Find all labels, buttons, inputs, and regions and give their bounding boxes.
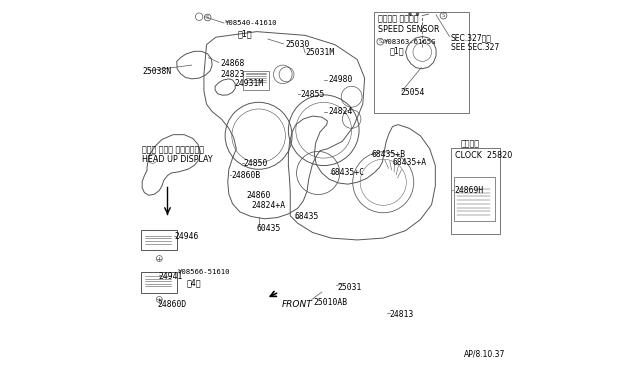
Text: 68435+A: 68435+A <box>392 158 427 167</box>
Text: 25030: 25030 <box>285 40 309 49</box>
Text: HEAD UP DISPLAY: HEAD UP DISPLAY <box>142 155 213 164</box>
Text: S: S <box>378 39 382 44</box>
Text: ¥08566-51610: ¥08566-51610 <box>178 269 230 275</box>
Text: S: S <box>206 15 209 20</box>
Text: 24869H: 24869H <box>454 186 484 195</box>
Text: SEE SEC.327: SEE SEC.327 <box>451 43 499 52</box>
Text: S: S <box>442 13 445 18</box>
Text: （4）: （4） <box>187 278 202 287</box>
Text: 24980: 24980 <box>329 76 353 84</box>
Text: 25031M: 25031M <box>306 48 335 57</box>
Text: 24813: 24813 <box>390 310 414 319</box>
Text: 68435: 68435 <box>294 212 319 221</box>
Text: SEC.327参照: SEC.327参照 <box>451 33 492 42</box>
Text: （1）: （1） <box>237 29 252 38</box>
Circle shape <box>416 13 419 16</box>
Text: 25031: 25031 <box>338 283 362 292</box>
Text: 24941: 24941 <box>158 272 182 280</box>
Text: CLOCK  25820: CLOCK 25820 <box>454 151 512 160</box>
Text: 24860: 24860 <box>246 191 271 200</box>
Text: 24855: 24855 <box>301 90 325 99</box>
Text: ブロック: ブロック <box>461 140 479 149</box>
Text: 24823: 24823 <box>220 70 244 79</box>
Text: AP/8.10.37: AP/8.10.37 <box>465 350 506 359</box>
Text: 24931M: 24931M <box>234 79 264 88</box>
Text: 24868: 24868 <box>220 59 244 68</box>
Text: ヘッド アップ ディスプレー: ヘッド アップ ディスプレー <box>142 145 204 154</box>
Text: 25010AB: 25010AB <box>314 298 348 307</box>
Text: 68435+C: 68435+C <box>330 169 365 177</box>
Text: FRONT: FRONT <box>282 300 312 309</box>
Text: 24946: 24946 <box>174 232 198 241</box>
Text: 60435: 60435 <box>257 224 281 233</box>
Text: 25054: 25054 <box>400 88 424 97</box>
Text: SPEED SENSOR: SPEED SENSOR <box>378 25 440 34</box>
Text: 68435+B: 68435+B <box>371 150 406 159</box>
Text: 24860D: 24860D <box>157 300 186 309</box>
Text: 24824+A: 24824+A <box>251 201 285 210</box>
Circle shape <box>408 13 412 16</box>
Text: ¥08540-41610: ¥08540-41610 <box>225 20 278 26</box>
Text: 24860B: 24860B <box>232 171 260 180</box>
Text: （1）: （1） <box>390 47 404 56</box>
Text: スピード センサー: スピード センサー <box>378 15 419 24</box>
Text: ¥08363-6165G: ¥08363-6165G <box>384 39 436 45</box>
Text: 24850: 24850 <box>244 159 268 168</box>
Text: 25038N: 25038N <box>142 67 172 76</box>
Text: 24824: 24824 <box>329 107 353 116</box>
